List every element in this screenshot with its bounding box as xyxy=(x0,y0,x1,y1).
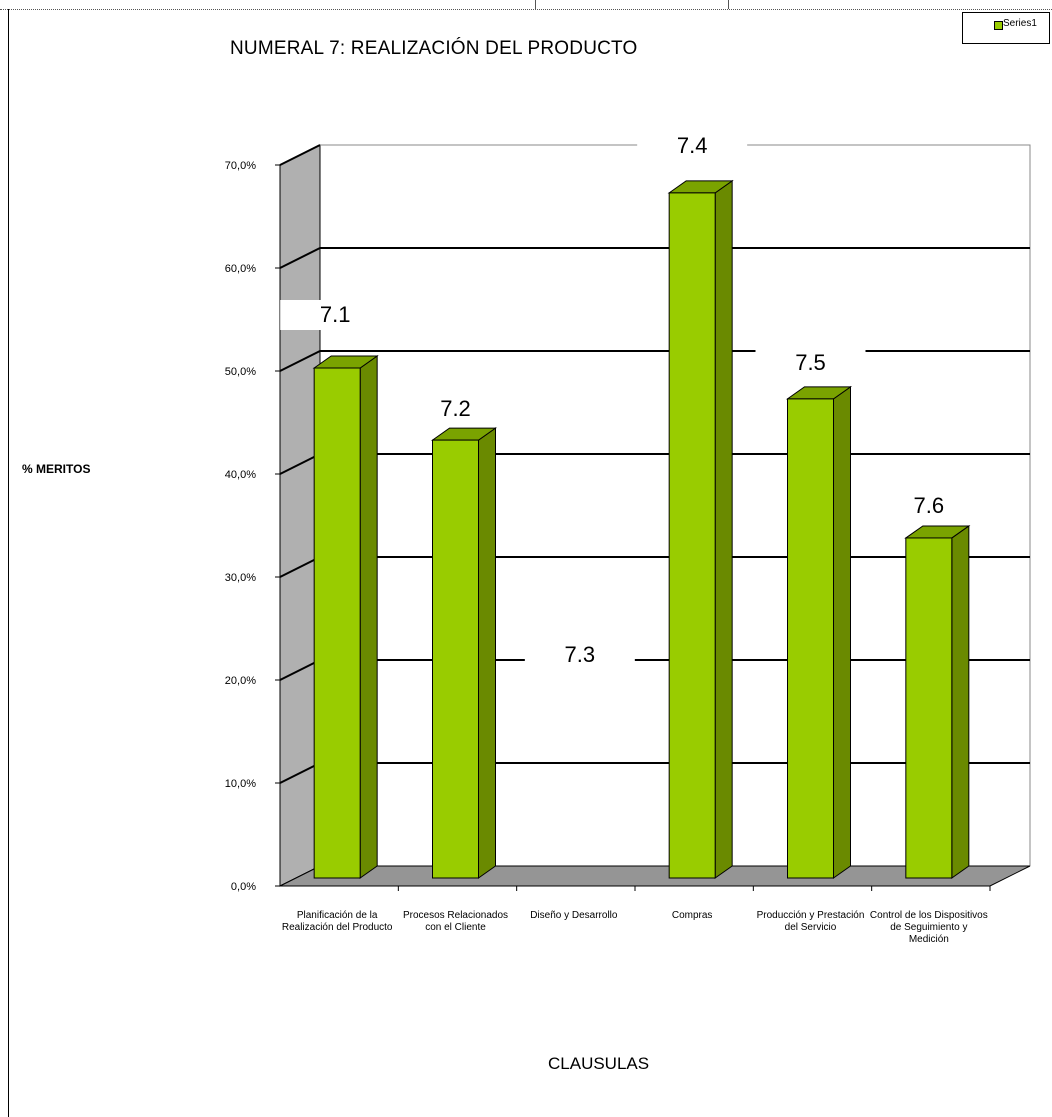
bar-side xyxy=(478,427,496,879)
x-tick-label: Producción y Prestación del Servicio xyxy=(756,910,865,933)
x-tick-label: Diseño y Desarrollo xyxy=(530,910,618,921)
back-wall xyxy=(320,144,1031,866)
x-tick-label: Control de los Dispositivos de Seguimien… xyxy=(869,910,988,945)
gridline-side xyxy=(279,762,321,784)
bar-label-background xyxy=(637,131,748,161)
bar xyxy=(905,537,953,879)
bar-label: 7.3 xyxy=(565,642,596,667)
gridline-side xyxy=(279,350,321,372)
y-axis: 0,0% 10,0% 20,0% 30,0% 40,0% 50,0% 60,0% 70,0% xyxy=(225,160,991,893)
gridline-side xyxy=(279,144,321,166)
bar-side xyxy=(833,385,851,879)
sheet-top-border xyxy=(0,9,1052,10)
sheet-cell-divider xyxy=(535,0,536,9)
bar-label: 7.4 xyxy=(677,133,708,158)
bar xyxy=(313,367,361,879)
gridline-side xyxy=(279,659,321,681)
chart-title: NUMERAL 7: REALIZACIÓN DEL PRODUCTO xyxy=(230,38,638,59)
legend[interactable]: Series1 xyxy=(962,12,1050,44)
bar-label: 7.6 xyxy=(914,493,945,518)
gridline-side xyxy=(279,556,321,578)
bar xyxy=(668,192,716,879)
y-axis-label: % MERITOS xyxy=(22,462,91,476)
bar-label: 7.2 xyxy=(440,396,471,421)
bar xyxy=(432,439,479,879)
bar-side xyxy=(714,179,733,879)
gridline-side xyxy=(279,247,321,269)
sheet-cell-divider xyxy=(728,0,729,9)
x-axis-label: CLAUSULAS xyxy=(548,1054,650,1073)
bar-side xyxy=(359,355,378,879)
x-tick-label: Compras xyxy=(671,910,713,921)
y-tick-label: 50,0% xyxy=(225,366,256,378)
legend-entry-series1: Series1 xyxy=(1003,18,1037,29)
y-tick-label: 10,0% xyxy=(225,778,256,790)
sheet-left-border xyxy=(8,9,9,1117)
bar-side xyxy=(951,524,970,879)
bar-label-background xyxy=(280,300,391,330)
bar-labels: 7.1 7.2 7.3 7.4 7.5 7.6 xyxy=(280,131,984,670)
bar xyxy=(787,398,834,879)
y-tick-label: 40,0% xyxy=(225,469,256,481)
bar-label-background xyxy=(873,491,984,521)
y-tick-label: 60,0% xyxy=(225,263,256,275)
y-tick-label: 30,0% xyxy=(225,572,256,584)
x-tick-label: Planificación de la Realización del Prod… xyxy=(281,910,393,933)
bar-label-background xyxy=(524,640,635,670)
x-tick-label: Procesos Relacionados con el Cliente xyxy=(402,910,509,933)
legend-swatch xyxy=(994,21,1003,30)
gridline-side xyxy=(279,453,321,475)
bar-label-background xyxy=(400,394,511,424)
bar-label: 7.5 xyxy=(795,350,826,375)
bar-label: 7.1 xyxy=(320,302,351,327)
bars xyxy=(312,179,971,879)
y-tick-label: 20,0% xyxy=(225,675,256,687)
y-tick-label: 0,0% xyxy=(231,881,256,893)
y-tick-label: 70,0% xyxy=(225,160,256,172)
bar-label-background xyxy=(755,348,866,378)
